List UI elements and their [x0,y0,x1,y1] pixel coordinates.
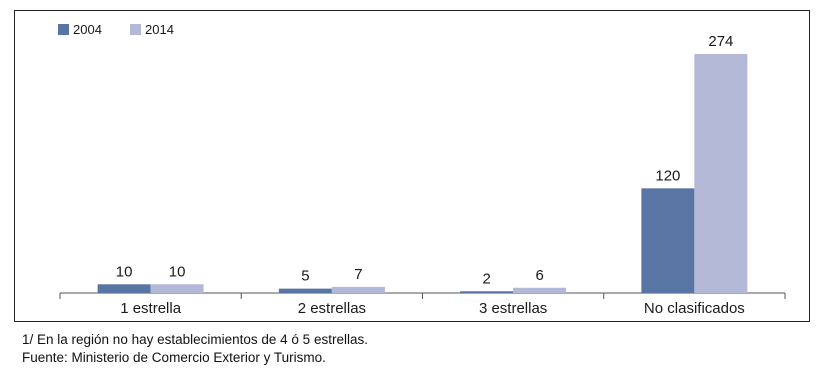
bar-2014 [331,286,385,293]
bar-2014 [150,284,204,293]
legend-swatch-2004 [58,24,69,35]
data-label-2014: 10 [169,263,186,280]
bar-2004 [278,288,332,293]
legend-item-2004: 2004 [58,22,102,37]
data-label-2014: 6 [535,267,543,284]
chart-frame [14,10,810,322]
x-tick-label: 3 estrellas [479,300,547,317]
legend-label-2014: 2014 [145,22,174,37]
bar-chart: 1 estrella 10 10 2 estrellas 5 7 3 estrellas 2 6… [59,33,786,317]
legend-label-2004: 2004 [73,22,102,37]
legend-item-2014: 2014 [130,22,174,37]
data-label-2014: 7 [354,266,362,283]
data-label-2004: 10 [116,263,133,280]
data-label-2004: 5 [301,268,309,285]
data-label-2014: 274 [708,33,733,50]
source-note: Fuente: Ministerio de Comercio Exterior … [22,350,326,365]
legend-swatch-2014 [130,24,141,35]
bar-2004 [460,291,514,293]
bar-2014 [694,54,748,293]
bar-2004 [97,284,151,293]
bar-2004 [641,188,695,293]
data-label-2004: 120 [655,167,680,184]
bar-2014 [513,287,567,293]
footnote: 1/ En la región no hay establecimientos … [22,332,368,347]
x-tick-label: No clasificados [644,300,745,317]
x-tick-label: 1 estrella [120,300,182,317]
x-tick-label: 2 estrellas [298,300,366,317]
data-label-2004: 2 [482,270,490,287]
